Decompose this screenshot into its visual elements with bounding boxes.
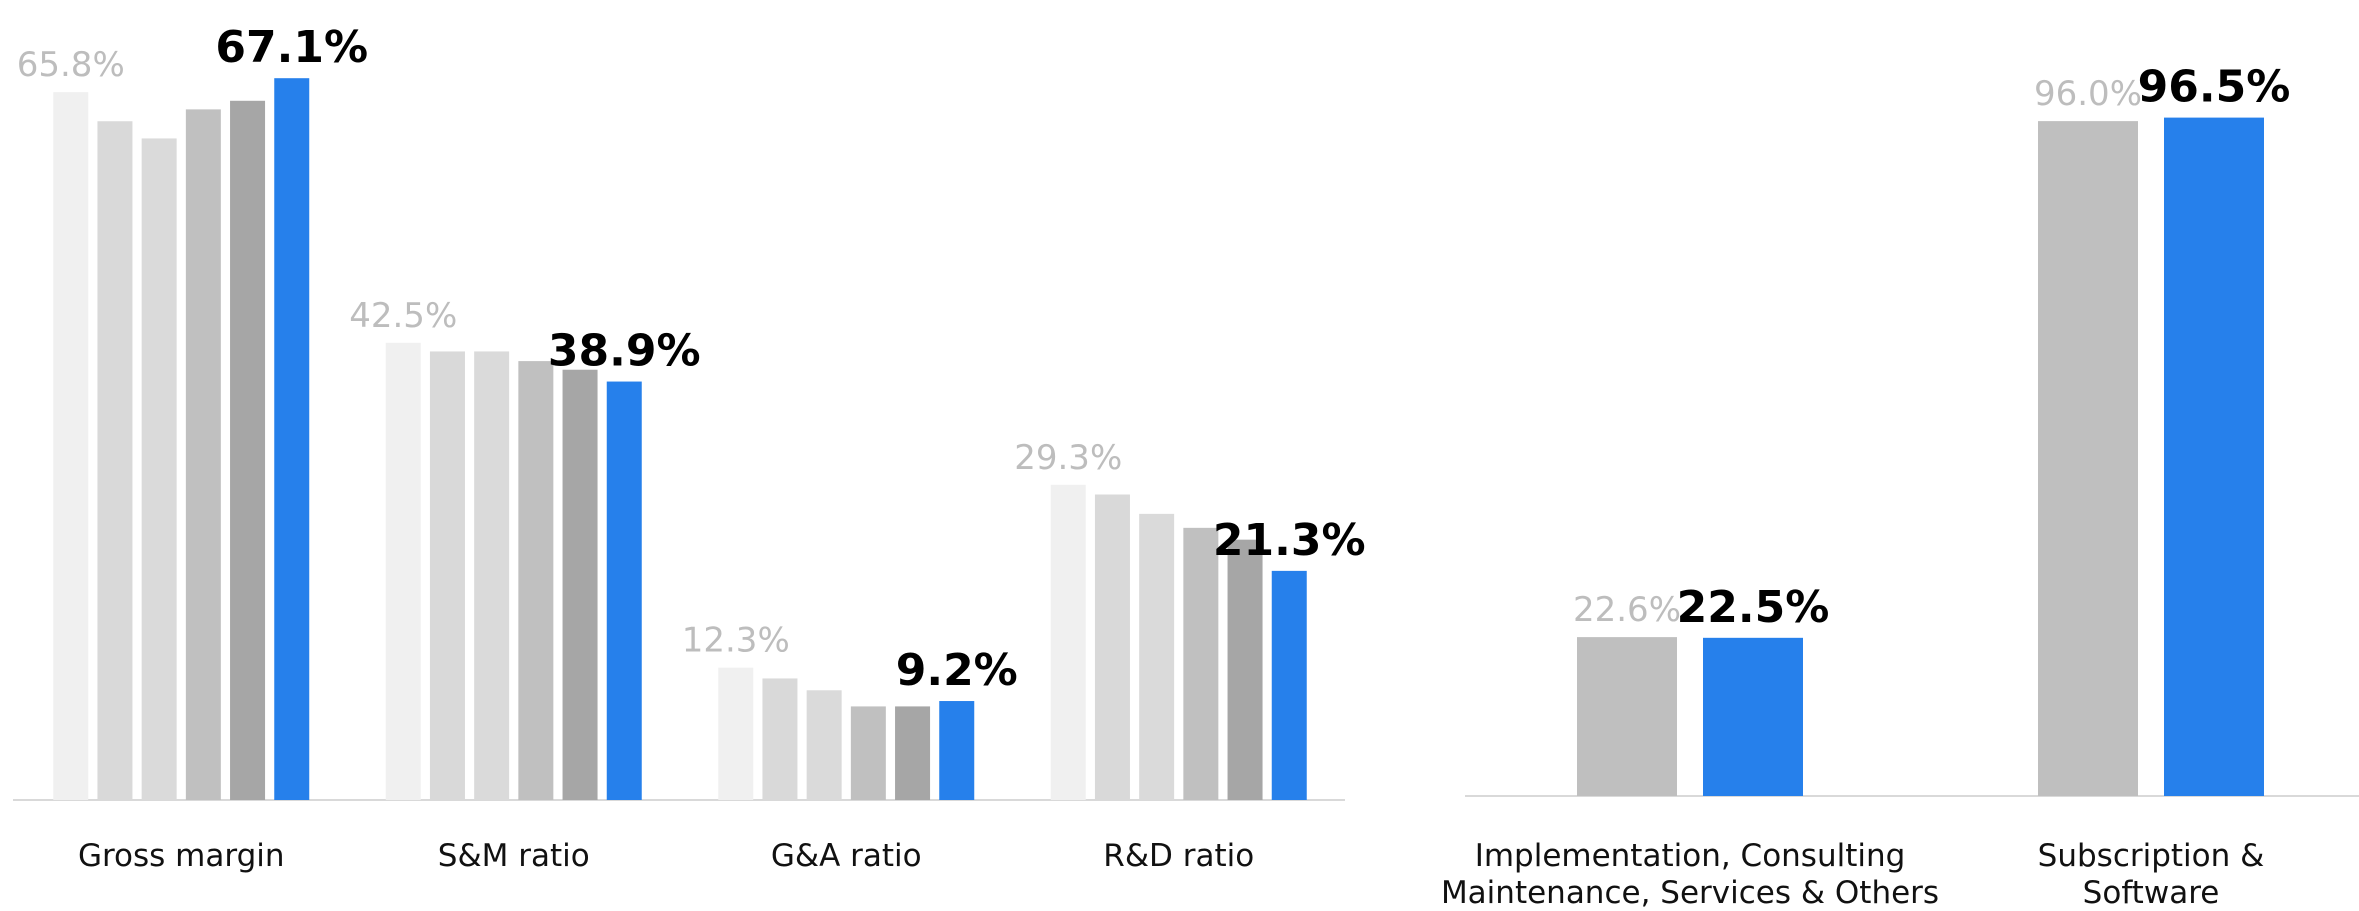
bar [850, 706, 886, 800]
value-label: 42.5% [349, 296, 457, 336]
bar [518, 361, 554, 800]
value-label: 65.8% [17, 45, 125, 85]
x-tick-label: Maintenance, Services & Others [1441, 875, 1939, 911]
value-label: 38.9% [548, 326, 701, 377]
bar [1050, 484, 1086, 800]
value-label: 96.0% [2034, 74, 2142, 114]
value-label: 22.6% [1573, 590, 1681, 630]
value-label: 9.2% [896, 645, 1018, 696]
x-tick-label: R&D ratio [1103, 838, 1254, 874]
value-label: 67.1% [215, 22, 368, 73]
bar [1139, 513, 1175, 800]
bar [2038, 121, 2138, 797]
bar [141, 138, 177, 800]
bar [1703, 637, 1803, 796]
bar [429, 351, 465, 800]
value-label: 21.3% [1213, 515, 1366, 566]
x-tick-label: Gross margin [78, 838, 285, 874]
bar [2164, 117, 2264, 797]
bar [1183, 527, 1219, 800]
bar [939, 701, 975, 800]
x-tick-label: G&A ratio [771, 838, 922, 874]
bar [385, 342, 421, 800]
bar [1227, 539, 1263, 800]
bar [562, 369, 598, 800]
bar [474, 351, 510, 800]
bar [97, 121, 133, 800]
bar [762, 678, 798, 800]
bar [230, 100, 266, 801]
bar [606, 381, 642, 800]
bar [185, 109, 221, 801]
bar [718, 667, 754, 800]
bar [1577, 637, 1677, 796]
value-label: 22.5% [1677, 582, 1830, 633]
bar [806, 690, 842, 800]
x-tick-label: Implementation, Consulting [1475, 838, 1906, 874]
x-tick-label: Subscription & [2038, 838, 2265, 874]
bar [895, 706, 931, 800]
x-tick-label: Software [2083, 875, 2220, 911]
value-label: 12.3% [682, 621, 790, 661]
bar [274, 78, 310, 800]
bar [53, 92, 89, 801]
bar [1271, 570, 1307, 800]
x-tick-label: S&M ratio [438, 838, 590, 874]
bar [1094, 494, 1130, 800]
value-label: 96.5% [2138, 62, 2291, 113]
value-label: 29.3% [1014, 438, 1122, 478]
